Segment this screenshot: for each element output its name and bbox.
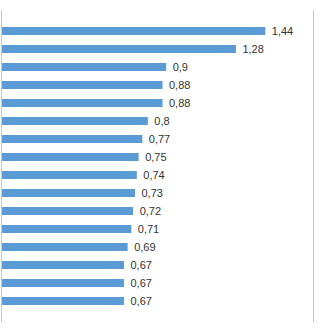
svg-text:0,75: 0,75 <box>145 151 166 163</box>
svg-text:0,74: 0,74 <box>143 169 164 181</box>
svg-text:0,88: 0,88 <box>169 97 190 109</box>
svg-text:0,9: 0,9 <box>173 61 188 73</box>
svg-text:0,69: 0,69 <box>134 241 155 253</box>
svg-text:0,72: 0,72 <box>140 205 161 217</box>
svg-text:1,44: 1,44 <box>272 25 293 37</box>
svg-text:0,73: 0,73 <box>141 187 162 199</box>
svg-text:0,71: 0,71 <box>138 223 159 235</box>
svg-text:0,67: 0,67 <box>130 277 151 289</box>
svg-text:1,28: 1,28 <box>242 43 263 55</box>
svg-text:0,88: 0,88 <box>169 79 190 91</box>
svg-text:0,77: 0,77 <box>149 133 170 145</box>
svg-text:0,67: 0,67 <box>130 295 151 307</box>
svg-text:0,67: 0,67 <box>130 259 151 271</box>
svg-text:0,8: 0,8 <box>154 115 169 127</box>
